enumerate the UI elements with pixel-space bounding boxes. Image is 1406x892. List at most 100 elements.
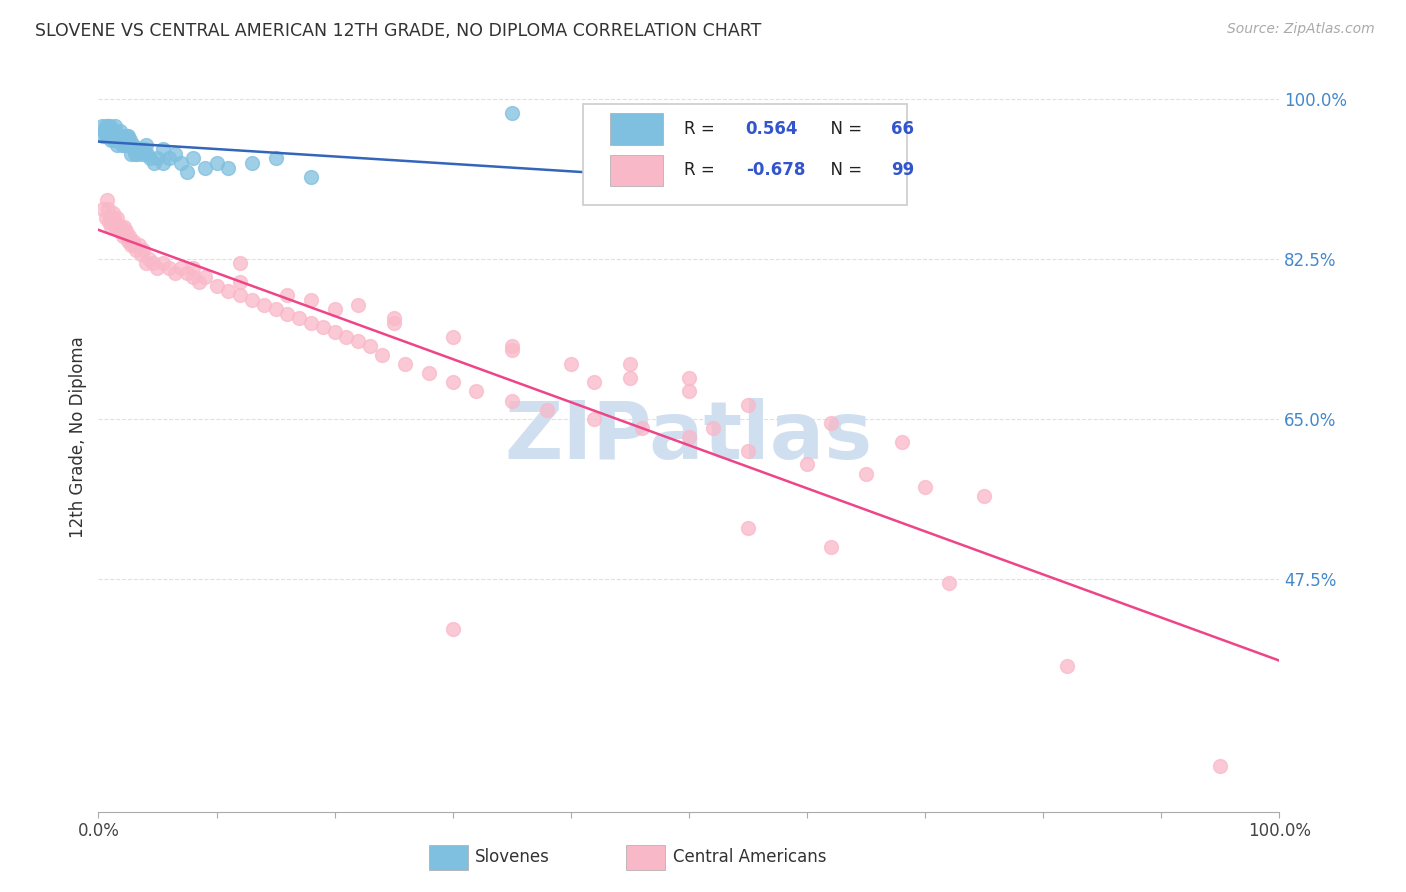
Point bbox=[176, 165, 198, 179]
Point bbox=[737, 521, 759, 535]
Point bbox=[583, 376, 606, 390]
Point bbox=[359, 339, 381, 353]
Point bbox=[128, 238, 150, 252]
Point bbox=[152, 156, 174, 170]
Point bbox=[110, 219, 132, 234]
Point bbox=[103, 133, 125, 147]
Point bbox=[288, 311, 311, 326]
Point bbox=[1056, 658, 1078, 673]
Point bbox=[91, 128, 114, 143]
Point bbox=[115, 128, 138, 143]
Point bbox=[121, 238, 143, 252]
Point bbox=[299, 169, 322, 184]
Point bbox=[103, 124, 125, 138]
Point bbox=[94, 211, 117, 225]
Point bbox=[111, 225, 134, 239]
Point bbox=[94, 120, 117, 134]
Text: N =: N = bbox=[820, 161, 868, 179]
Point bbox=[122, 142, 145, 156]
Point bbox=[118, 229, 141, 244]
Point bbox=[170, 156, 193, 170]
Point bbox=[142, 256, 165, 270]
Point bbox=[142, 156, 165, 170]
Point bbox=[135, 256, 157, 270]
Point bbox=[139, 152, 162, 166]
Point bbox=[276, 307, 298, 321]
Point bbox=[796, 458, 818, 472]
Point bbox=[104, 128, 127, 143]
Text: ZIPatlas: ZIPatlas bbox=[505, 398, 873, 476]
Point bbox=[104, 120, 127, 134]
FancyBboxPatch shape bbox=[582, 103, 907, 205]
Point bbox=[125, 243, 148, 257]
Point bbox=[335, 329, 357, 343]
Point bbox=[299, 293, 322, 307]
Text: 66: 66 bbox=[891, 120, 914, 138]
Point bbox=[501, 393, 523, 408]
Point bbox=[264, 302, 287, 317]
Point bbox=[737, 398, 759, 412]
Point bbox=[146, 260, 169, 275]
Point bbox=[205, 279, 228, 293]
Point bbox=[441, 622, 464, 636]
Point bbox=[312, 320, 335, 334]
Point bbox=[1209, 759, 1232, 773]
Point bbox=[240, 156, 263, 170]
Point bbox=[96, 193, 118, 207]
Point bbox=[382, 316, 405, 330]
Point bbox=[914, 480, 936, 494]
Text: R =: R = bbox=[685, 120, 720, 138]
Point bbox=[441, 329, 464, 343]
Point bbox=[117, 234, 139, 248]
Point bbox=[118, 137, 141, 152]
Point bbox=[101, 128, 124, 143]
Point bbox=[855, 467, 877, 481]
Point bbox=[217, 161, 239, 175]
Point bbox=[501, 343, 523, 358]
Point bbox=[121, 234, 143, 248]
Point bbox=[347, 334, 370, 348]
Point bbox=[105, 211, 128, 225]
Point bbox=[560, 357, 582, 371]
Point bbox=[229, 275, 252, 289]
Point bbox=[187, 275, 209, 289]
Point bbox=[371, 348, 394, 362]
Point bbox=[418, 366, 440, 380]
Point bbox=[194, 270, 217, 285]
Point bbox=[938, 576, 960, 591]
Point bbox=[131, 146, 153, 161]
Point bbox=[114, 137, 136, 152]
Point bbox=[583, 412, 606, 426]
Point bbox=[181, 260, 204, 275]
Point bbox=[890, 434, 912, 449]
Point bbox=[105, 128, 128, 143]
Point bbox=[157, 260, 180, 275]
Point bbox=[165, 146, 187, 161]
Point bbox=[105, 137, 128, 152]
Point bbox=[135, 137, 157, 152]
Point bbox=[111, 133, 134, 147]
Point bbox=[101, 206, 124, 220]
Point bbox=[121, 137, 143, 152]
Point bbox=[111, 128, 134, 143]
Point bbox=[98, 120, 121, 134]
Point bbox=[194, 161, 217, 175]
Y-axis label: 12th Grade, No Diploma: 12th Grade, No Diploma bbox=[69, 336, 87, 538]
Point bbox=[146, 152, 169, 166]
Point bbox=[170, 260, 193, 275]
Point bbox=[122, 238, 145, 252]
Point bbox=[100, 133, 122, 147]
Point bbox=[107, 133, 129, 147]
Point bbox=[112, 133, 135, 147]
Point bbox=[253, 297, 276, 311]
FancyBboxPatch shape bbox=[610, 113, 664, 145]
Point bbox=[678, 384, 700, 399]
Point bbox=[127, 146, 149, 161]
Point bbox=[110, 133, 132, 147]
Point bbox=[129, 247, 152, 261]
Point bbox=[117, 128, 139, 143]
Point bbox=[94, 128, 117, 143]
Point bbox=[97, 202, 120, 216]
Point bbox=[138, 252, 160, 266]
Point bbox=[135, 146, 157, 161]
